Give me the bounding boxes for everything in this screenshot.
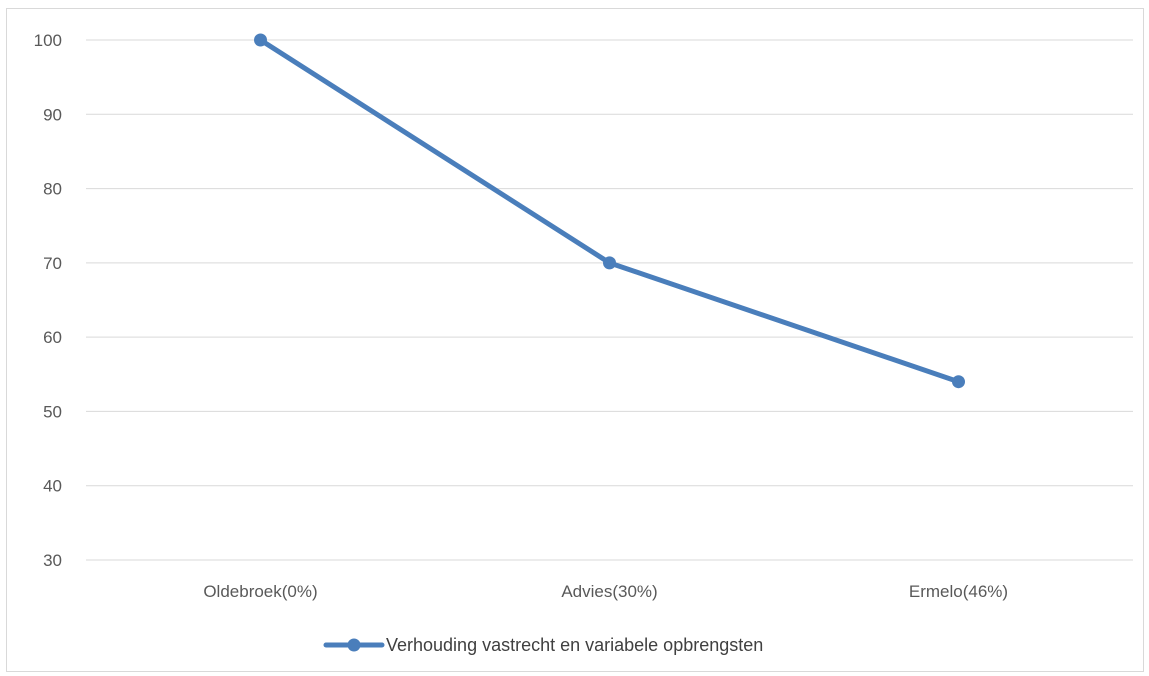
y-tick-label: 50 [43,402,62,421]
y-tick-label: 30 [43,551,62,570]
gridlines [86,39,1133,561]
x-tick-label: Advies(30%) [561,582,657,601]
series-layer [254,33,965,389]
legend-label: Verhouding vastrecht en variabele opbren… [386,635,763,655]
x-tick-label: Oldebroek(0%) [203,582,317,601]
data-point [254,33,267,47]
y-axis-tick-labels: 30 40 50 60 70 80 90 100 [34,31,62,570]
y-tick-label: 100 [34,31,62,50]
x-tick-label: Ermelo(46%) [909,582,1008,601]
x-axis-tick-labels: Oldebroek(0%) Advies(30%) Ermelo(46%) [203,582,1008,601]
y-tick-label: 70 [43,254,62,273]
y-tick-label: 90 [43,105,62,124]
legend: Verhouding vastrecht en variabele opbren… [323,635,763,655]
legend-marker-icon [347,638,361,652]
y-tick-label: 40 [43,477,62,496]
y-tick-label: 60 [43,328,62,347]
data-point [603,256,616,270]
y-tick-label: 80 [43,180,62,199]
data-point [952,375,965,389]
series-line [258,37,961,385]
chart-frame [6,8,1144,672]
